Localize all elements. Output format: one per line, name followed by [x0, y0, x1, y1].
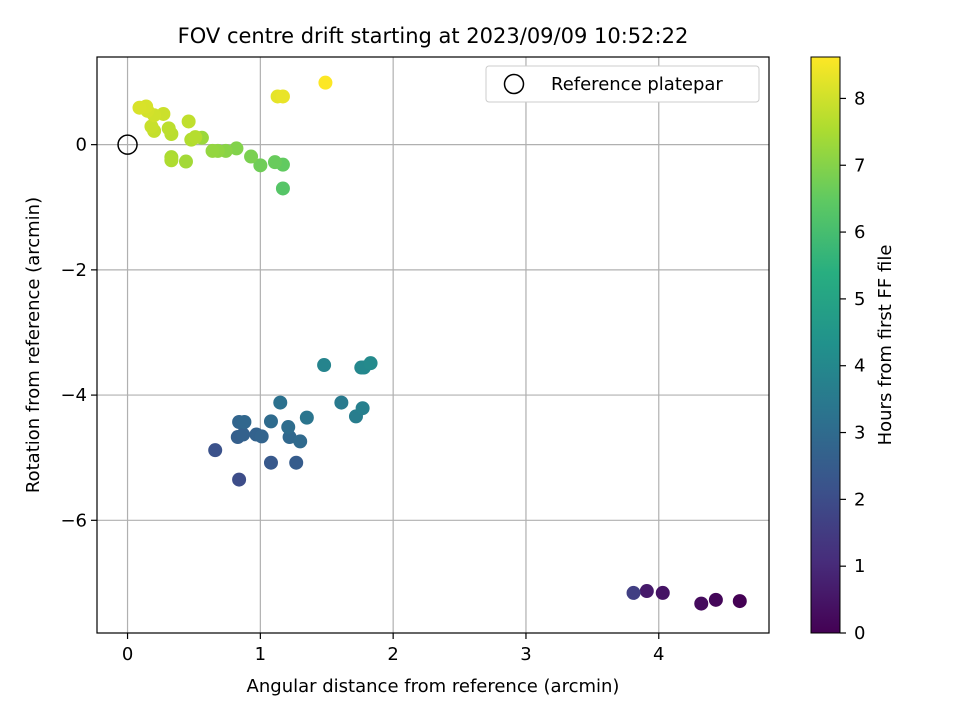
colorbar-label: Hours from first FF file	[875, 245, 896, 446]
data-point	[275, 89, 290, 104]
data-point	[732, 594, 747, 609]
y-axis-label: Rotation from reference (arcmin)	[23, 197, 44, 493]
data-point	[188, 130, 203, 145]
data-point	[334, 395, 349, 410]
x-axis-ticks: 0 1 2 3 4	[122, 633, 664, 665]
data-point	[181, 114, 196, 129]
data-point	[237, 415, 252, 430]
legend-entry-reference-platepar: Reference platepar	[551, 74, 723, 95]
y-tick-label: 0	[76, 135, 87, 156]
data-point	[694, 596, 709, 611]
data-point	[263, 455, 278, 470]
data-point	[639, 584, 654, 599]
scatter-points	[132, 75, 747, 611]
data-point	[263, 414, 278, 429]
data-point	[267, 155, 282, 170]
grid-lines	[97, 57, 769, 633]
colorbar-ticks: 0 1 2 3 4 5 6 7 8	[840, 88, 865, 644]
data-point	[164, 153, 179, 168]
reference-platepar-marker	[117, 134, 138, 155]
colorbar-tick-label: 2	[854, 489, 865, 510]
data-point	[144, 119, 159, 134]
y-tick-label: −4	[60, 385, 87, 406]
data-point	[281, 420, 296, 435]
reference-marker-layer	[117, 134, 138, 155]
legend-marker-icon	[503, 73, 525, 95]
data-point	[178, 154, 193, 169]
colorbar-tick-label: 7	[854, 155, 865, 176]
legend: Reference platepar	[485, 65, 760, 103]
data-point	[161, 121, 176, 136]
colorbar-tick-label: 0	[854, 623, 865, 644]
x-tick-label: 0	[122, 644, 133, 665]
data-point	[289, 455, 304, 470]
x-tick-label: 2	[387, 644, 398, 665]
data-point	[132, 100, 147, 115]
colorbar-tick-label: 8	[854, 88, 865, 109]
y-axis-ticks: −6 −4 −2 0	[60, 135, 97, 531]
data-point	[299, 410, 314, 425]
data-point	[208, 443, 223, 458]
x-tick-label: 3	[520, 644, 531, 665]
data-point	[363, 356, 378, 371]
data-point	[275, 181, 290, 196]
y-tick-label: −6	[60, 510, 87, 531]
colorbar-tick-label: 5	[854, 289, 865, 310]
colorbar-tick-label: 3	[854, 423, 865, 444]
data-point	[236, 427, 251, 442]
data-point	[254, 429, 269, 444]
data-point	[626, 585, 641, 600]
colorbar-tick-label: 6	[854, 222, 865, 243]
x-tick-label: 1	[255, 644, 266, 665]
y-tick-label: −2	[60, 260, 87, 281]
colorbar-tick-label: 4	[854, 356, 865, 377]
colorbar-gradient	[810, 56, 841, 634]
data-point	[273, 395, 288, 410]
data-point	[655, 585, 670, 600]
plot-area-frame	[96, 56, 770, 634]
data-point	[318, 75, 333, 90]
x-tick-label: 4	[653, 644, 664, 665]
data-point	[317, 358, 332, 373]
x-axis-label: Angular distance from reference (arcmin)	[247, 676, 620, 697]
colorbar-tick-label: 1	[854, 556, 865, 577]
colorbar: 0 1 2 3 4 5 6 7 8 Hours from first FF file	[810, 56, 896, 644]
data-point	[229, 141, 244, 156]
data-point	[355, 401, 370, 416]
data-point	[293, 434, 308, 449]
data-point	[244, 149, 259, 164]
legend-box	[485, 65, 760, 103]
data-point	[708, 592, 723, 607]
data-point	[232, 472, 247, 487]
chart-title: FOV centre drift starting at 2023/09/09 …	[178, 24, 689, 48]
data-point	[253, 158, 268, 173]
data-point	[205, 143, 220, 158]
